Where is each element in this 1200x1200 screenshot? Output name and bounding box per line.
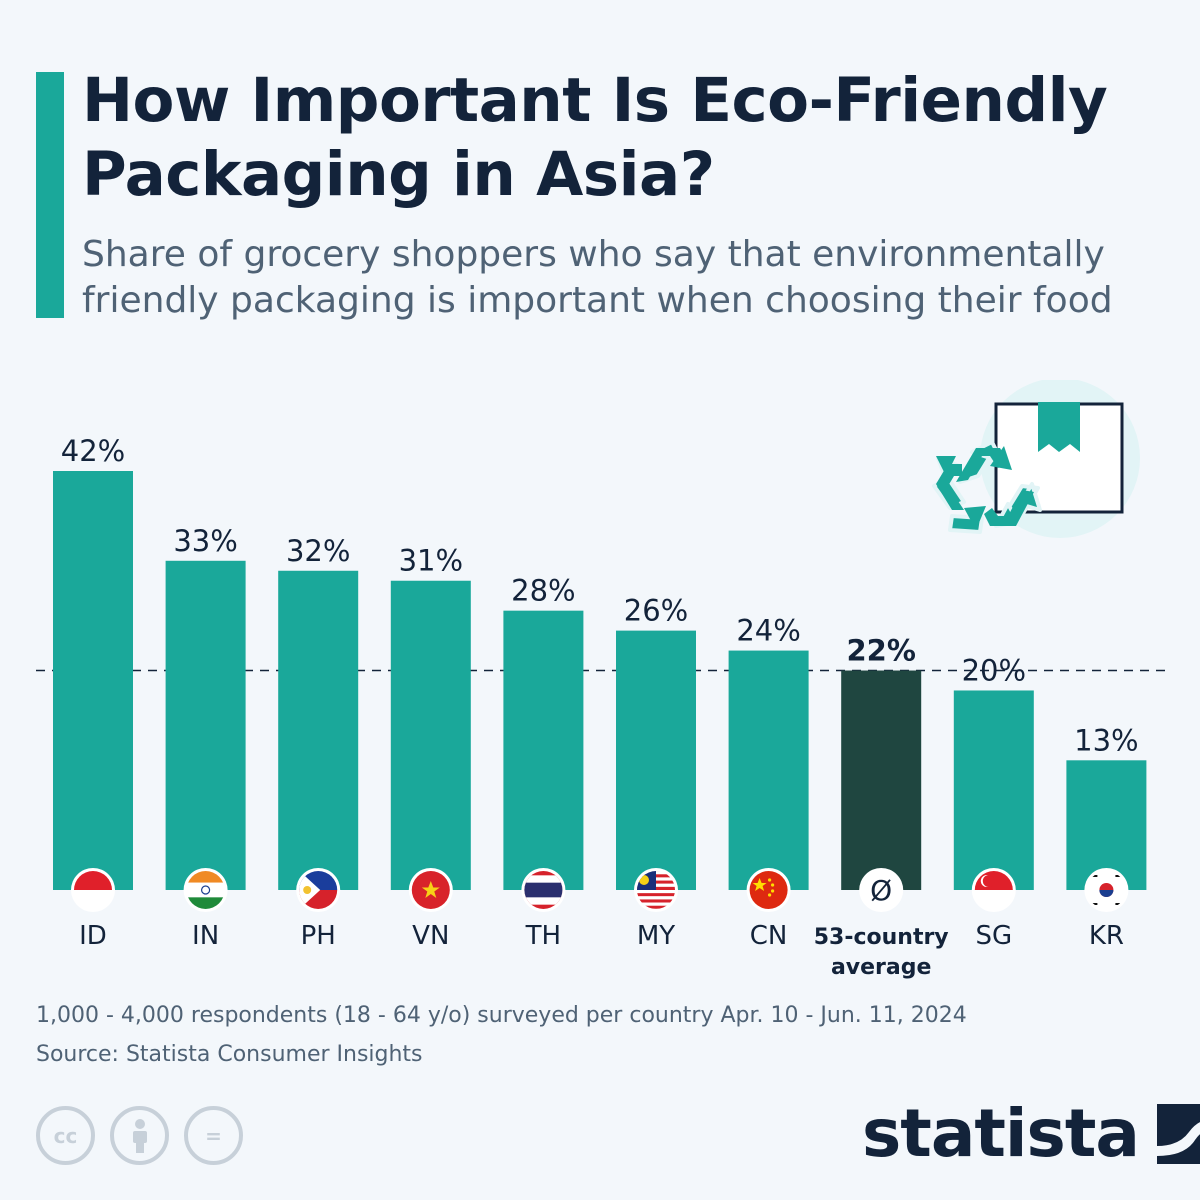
source-note: Source: Statista Consumer Insights bbox=[36, 1042, 423, 1067]
flag-in-icon bbox=[183, 868, 228, 912]
average-symbol: Ø bbox=[870, 874, 892, 907]
bar-vn bbox=[390, 580, 471, 890]
flag-cn-icon bbox=[746, 868, 791, 912]
average-marker-badge bbox=[859, 868, 904, 912]
bar-sg bbox=[953, 690, 1034, 890]
chart-svg: 42% ID 33% IN 32% PH 31% VN 28% TH 26% MY 24% CN 22% Ø 5… bbox=[36, 434, 1165, 980]
license-icons: cc = bbox=[36, 1106, 243, 1165]
statista-mark-icon bbox=[1156, 1104, 1200, 1164]
x-tick-label: CN bbox=[750, 921, 788, 951]
brand-name: statista bbox=[862, 1095, 1140, 1172]
flag-th-icon bbox=[521, 868, 566, 912]
x-tick-label: IN bbox=[192, 921, 219, 951]
flag-kr-icon bbox=[1084, 868, 1129, 912]
flag-sg-icon bbox=[971, 868, 1016, 912]
survey-footnote: 1,000 - 4,000 respondents (18 - 64 y/o) … bbox=[36, 1003, 967, 1028]
data-label: 24% bbox=[736, 614, 800, 648]
bar-ph bbox=[278, 570, 359, 890]
chart-subtitle: Share of grocery shoppers who say that e… bbox=[82, 234, 1113, 321]
bar-in bbox=[165, 560, 246, 890]
chart-title: How Important Is Eco-Friendly Packaging … bbox=[82, 65, 1108, 210]
bar-my bbox=[616, 630, 696, 890]
data-label: 32% bbox=[286, 534, 350, 568]
data-label: 28% bbox=[511, 574, 575, 608]
bar-average bbox=[841, 670, 922, 890]
data-label: 22% bbox=[846, 634, 915, 668]
attribution-icon[interactable] bbox=[110, 1106, 169, 1165]
no-derivatives-icon[interactable]: = bbox=[184, 1106, 243, 1165]
flag-my-icon bbox=[634, 868, 678, 912]
x-tick-label: MY bbox=[637, 921, 675, 951]
data-label: 26% bbox=[624, 594, 688, 628]
x-tick-label: TH bbox=[525, 921, 561, 951]
statista-logo[interactable]: statista bbox=[862, 1094, 1200, 1174]
x-tick-label: ID bbox=[79, 921, 107, 951]
x-tick-label: KR bbox=[1089, 921, 1124, 951]
recycling-package-icon bbox=[932, 380, 1140, 538]
cc-icon[interactable]: cc bbox=[36, 1106, 95, 1165]
bar-th bbox=[503, 610, 584, 890]
x-tick-label: VN bbox=[412, 921, 449, 951]
data-label: 33% bbox=[173, 524, 237, 558]
data-label: 13% bbox=[1074, 723, 1138, 757]
data-label: 31% bbox=[399, 544, 463, 578]
bar-id bbox=[53, 471, 133, 890]
x-tick-label: PH bbox=[301, 921, 336, 951]
title-accent-bar bbox=[36, 72, 64, 318]
x-tick-label: SG bbox=[975, 921, 1012, 951]
flag-ph-icon bbox=[296, 868, 341, 912]
data-label: 20% bbox=[962, 653, 1026, 687]
x-tick-label-line2: average bbox=[831, 955, 931, 980]
data-label: 42% bbox=[61, 434, 125, 468]
flag-vn-icon bbox=[408, 868, 453, 912]
bar-cn bbox=[728, 650, 809, 890]
flag-id-icon bbox=[71, 868, 115, 912]
x-tick-label: 53-country bbox=[814, 925, 949, 950]
